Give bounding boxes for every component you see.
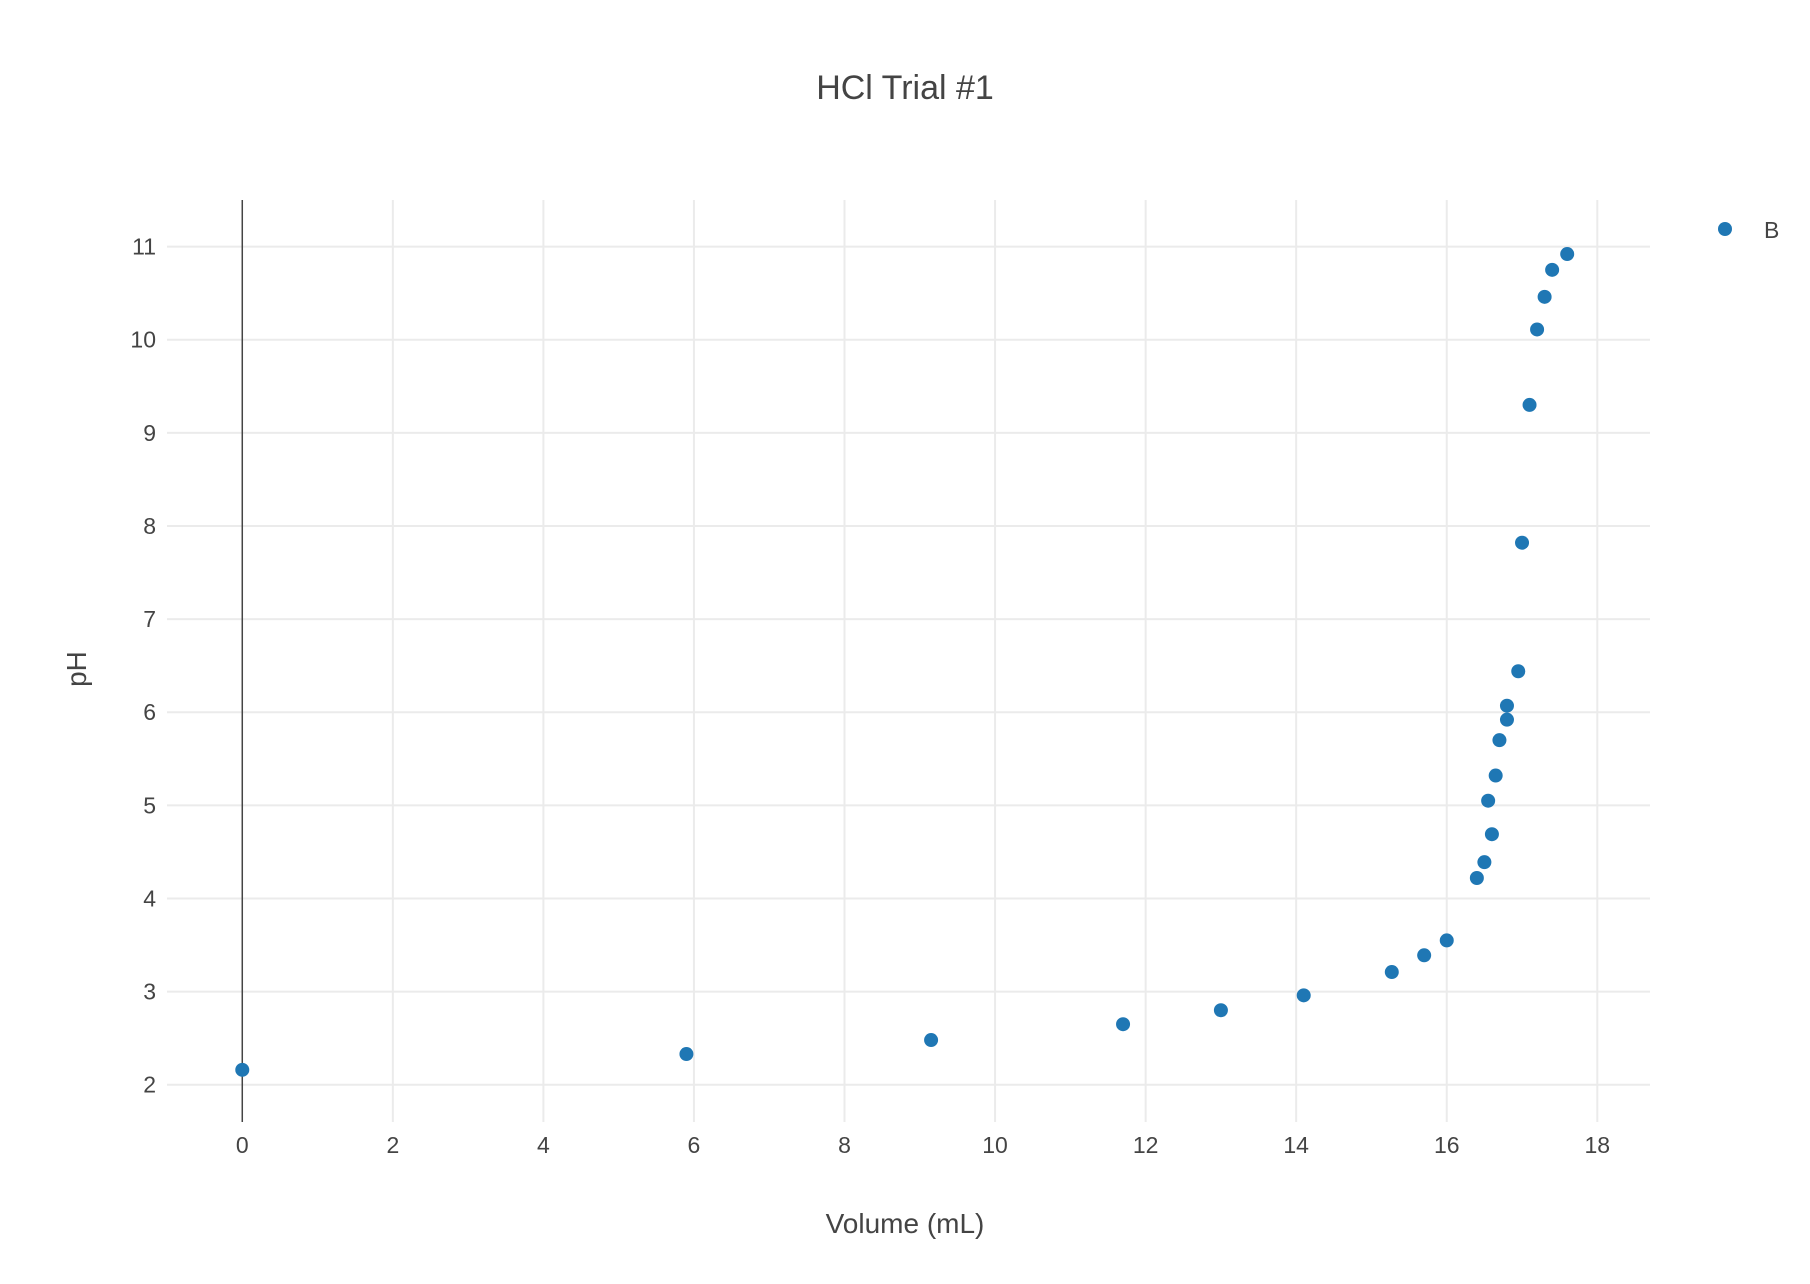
y-tick-label: 9 (143, 420, 156, 446)
data-point[interactable] (1484, 827, 1499, 842)
y-tick-label: 11 (132, 234, 156, 260)
grid (167, 200, 1650, 1122)
y-tick-label: 7 (143, 606, 156, 632)
x-tick-label: 16 (1434, 1132, 1460, 1158)
legend-label: B (1764, 217, 1779, 243)
data-point[interactable] (1296, 988, 1311, 1003)
y-axis-label: pH (61, 651, 92, 687)
data-point[interactable] (679, 1047, 694, 1062)
data-point[interactable] (1560, 247, 1575, 262)
data-point[interactable] (1530, 322, 1545, 337)
chart-title: HCl Trial #1 (816, 69, 994, 107)
y-ticks: 2 3 4 5 6 7 8 9 10 11 (130, 234, 156, 1098)
data-point[interactable] (1417, 948, 1432, 963)
data-point[interactable] (1522, 397, 1537, 412)
data-point[interactable] (235, 1062, 250, 1077)
data-point[interactable] (1477, 855, 1492, 870)
data-point[interactable] (1481, 793, 1496, 808)
legend-marker (1718, 222, 1732, 236)
x-tick-label: 8 (838, 1132, 851, 1158)
data-point[interactable] (1545, 262, 1560, 277)
legend[interactable]: B (1718, 217, 1779, 243)
data-point[interactable] (1499, 698, 1514, 713)
data-point[interactable] (1511, 664, 1526, 679)
data-point[interactable] (1384, 965, 1399, 980)
x-tick-label: 2 (386, 1132, 399, 1158)
x-ticks: 0 2 4 6 8 10 12 14 16 18 (236, 1132, 1610, 1158)
y-tick-label: 5 (143, 792, 156, 818)
data-point[interactable] (924, 1033, 939, 1048)
x-tick-label: 14 (1283, 1132, 1309, 1158)
y-tick-label: 3 (143, 979, 156, 1005)
data-points (235, 247, 1575, 1077)
data-point[interactable] (1492, 733, 1507, 748)
data-point[interactable] (1439, 933, 1454, 948)
data-point[interactable] (1537, 289, 1552, 304)
y-tick-label: 10 (130, 327, 156, 353)
x-tick-label: 4 (537, 1132, 550, 1158)
x-tick-label: 10 (982, 1132, 1008, 1158)
data-point[interactable] (1116, 1017, 1131, 1032)
y-tick-label: 4 (143, 885, 156, 911)
y-tick-label: 6 (143, 699, 156, 725)
x-tick-label: 18 (1585, 1132, 1611, 1158)
x-tick-label: 6 (688, 1132, 701, 1158)
data-point[interactable] (1213, 1003, 1228, 1018)
x-tick-label: 12 (1133, 1132, 1159, 1158)
x-tick-label: 0 (236, 1132, 249, 1158)
data-point[interactable] (1469, 870, 1484, 885)
data-point[interactable] (1488, 768, 1503, 783)
y-tick-label: 2 (143, 1072, 156, 1098)
data-point[interactable] (1499, 712, 1514, 727)
data-point[interactable] (1515, 535, 1530, 550)
y-tick-label: 8 (143, 513, 156, 539)
x-axis-label: Volume (mL) (826, 1208, 985, 1239)
